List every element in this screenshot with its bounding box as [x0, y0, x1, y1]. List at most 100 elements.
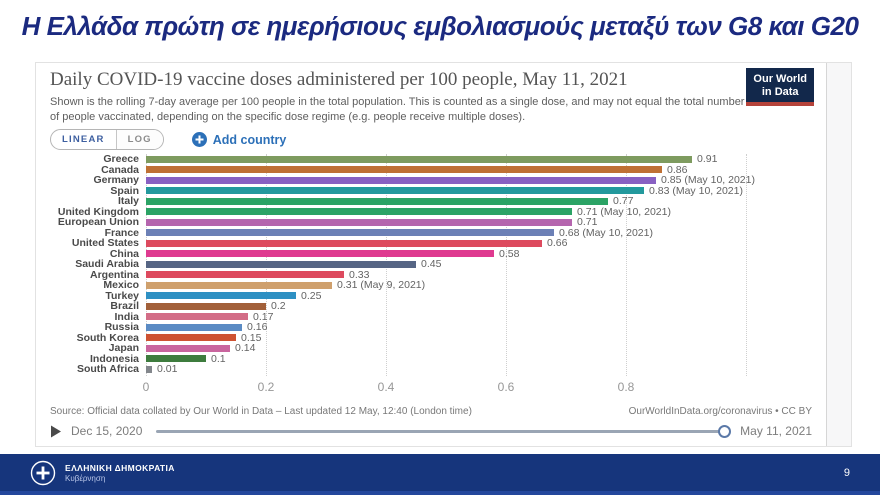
country-label: United States — [71, 237, 139, 250]
source-row: Source: Official data collated by Our Wo… — [50, 406, 812, 417]
bar-track: 0.14 — [146, 342, 814, 355]
plus-icon — [191, 132, 207, 147]
bar-track: 0.2 — [146, 300, 814, 313]
country-label: Greece — [103, 153, 139, 166]
chart-row: United States 0.66 — [50, 237, 814, 250]
x-axis-tick-label: 0.8 — [617, 380, 635, 394]
timeline-track[interactable] — [156, 429, 726, 433]
gridline — [506, 154, 507, 376]
footer-org-name: ΕΛΛΗΝΙΚΗ ΔΗΜΟΚΡΑΤΙΑ — [65, 462, 175, 473]
bar-track: 0.71 — [146, 216, 814, 229]
bar[interactable] — [146, 229, 554, 237]
bar-value-label: 0.68 (May 10, 2021) — [559, 226, 653, 239]
bar-value-label: 0.33 — [349, 268, 370, 281]
chart-row: Indonesia 0.1 — [50, 352, 814, 365]
bar-track: 0.33 — [146, 268, 814, 281]
scale-toggle: LINEAR LOG — [50, 129, 164, 150]
country-label: United Kingdom — [57, 205, 139, 218]
bar-track: 0.16 — [146, 321, 814, 333]
owid-logo-line2: in Data — [761, 85, 799, 98]
source-text: Source: Official data collated by Our Wo… — [50, 406, 472, 417]
country-label: Canada — [101, 163, 139, 176]
x-axis-tick-label: 0 — [142, 380, 150, 394]
chart-row: France 0.68 (May 10, 2021) — [50, 226, 814, 239]
bar-track: 0.31 (May 9, 2021) — [146, 279, 814, 291]
bar-track: 0.71 (May 10, 2021) — [146, 206, 814, 218]
footer-org-sub: Κυβέρνηση — [65, 473, 106, 483]
bar-value-label: 0.1 — [211, 352, 226, 365]
bar-value-label: 0.17 — [253, 310, 274, 323]
bar-track: 0.1 — [146, 352, 814, 365]
bar[interactable] — [146, 271, 344, 279]
country-label: Argentina — [89, 268, 139, 281]
bar-track: 0.77 — [146, 195, 814, 207]
bar[interactable] — [146, 197, 608, 205]
bar[interactable] — [146, 281, 332, 289]
add-country-label: Add country — [212, 132, 287, 147]
timeline-slider-handle[interactable] — [718, 424, 732, 438]
timeline: Dec 15, 2020 May 11, 2021 — [50, 424, 812, 438]
hellenic-republic-emblem-icon — [30, 460, 56, 486]
bar[interactable] — [146, 187, 644, 195]
footer-text: ΕΛΛΗΝΙΚΗ ΔΗΜΟΚΡΑΤΙΑ Κυβέρνηση — [65, 463, 175, 483]
bar-value-label: 0.91 — [697, 153, 718, 166]
bar[interactable] — [146, 239, 542, 247]
timeline-start-date: Dec 15, 2020 — [71, 424, 143, 438]
bar-value-label: 0.66 — [547, 237, 568, 250]
chart-row: Mexico 0.31 (May 9, 2021) — [50, 279, 814, 291]
chart-row: United Kingdom 0.71 (May 10, 2021) — [50, 205, 814, 218]
bar[interactable] — [146, 313, 248, 321]
chart-row: European Union 0.71 — [50, 216, 814, 229]
gridline — [746, 154, 747, 376]
country-label: Spain — [110, 184, 139, 197]
bar-track: 0.86 — [146, 164, 814, 176]
country-label: Russia — [104, 321, 139, 334]
bar-value-label: 0.14 — [235, 342, 256, 355]
bar[interactable] — [146, 334, 236, 342]
footer-accent-strip — [0, 491, 880, 495]
bar[interactable] — [146, 292, 296, 300]
chart-row: Russia 0.16 — [50, 321, 814, 334]
bar[interactable] — [146, 250, 494, 258]
bar-value-label: 0.45 — [421, 258, 442, 271]
page-number: 9 — [843, 466, 850, 479]
bar[interactable] — [146, 218, 572, 226]
country-label: European Union — [57, 216, 139, 229]
bar[interactable] — [146, 155, 692, 163]
add-country-button[interactable]: Add country — [191, 132, 287, 147]
bar-track: 0.25 — [146, 290, 814, 302]
footer-bar: ΕΛΛΗΝΙΚΗ ΔΗΜΟΚΡΑΤΙΑ Κυβέρνηση 9 — [0, 454, 880, 491]
bar-value-label: 0.71 — [577, 216, 598, 229]
bar[interactable] — [146, 323, 242, 331]
bar-track: 0.66 — [146, 237, 814, 250]
linear-button[interactable]: LINEAR — [62, 134, 105, 145]
country-label: Indonesia — [89, 352, 139, 365]
slide-title: Η Ελλάδα πρώτη σε ημερήσιους εμβολιασμού… — [21, 11, 859, 41]
chart-row: South Korea 0.15 — [50, 331, 814, 344]
bar-track: 0.01 — [146, 363, 814, 376]
bar-track: 0.85 (May 10, 2021) — [146, 174, 814, 186]
chart-row: Spain 0.83 (May 10, 2021) — [50, 184, 814, 197]
bar[interactable] — [146, 355, 206, 363]
bar-value-label: 0.01 — [157, 363, 178, 376]
chart-row: Japan 0.14 — [50, 342, 814, 355]
play-button[interactable] — [50, 425, 62, 438]
country-label: South Korea — [76, 331, 139, 344]
bar[interactable] — [146, 365, 152, 373]
bar[interactable] — [146, 208, 572, 216]
country-label: South Africa — [76, 363, 139, 376]
bar-track: 0.45 — [146, 258, 814, 271]
owid-chart-card: Daily COVID-19 vaccine doses administere… — [36, 63, 827, 446]
country-label: Italy — [117, 195, 139, 208]
source-link: OurWorldInData.org/coronavirus • CC BY — [628, 406, 812, 417]
country-label: China — [109, 247, 139, 260]
bar[interactable] — [146, 166, 662, 174]
bar[interactable] — [146, 176, 656, 184]
log-button[interactable]: LOG — [115, 130, 163, 149]
country-label: Germany — [93, 174, 139, 187]
bar-value-label: 0.2 — [271, 300, 286, 313]
bar-track: 0.91 — [146, 153, 814, 166]
bar[interactable] — [146, 260, 416, 268]
bar[interactable] — [146, 302, 266, 310]
bar[interactable] — [146, 344, 230, 352]
